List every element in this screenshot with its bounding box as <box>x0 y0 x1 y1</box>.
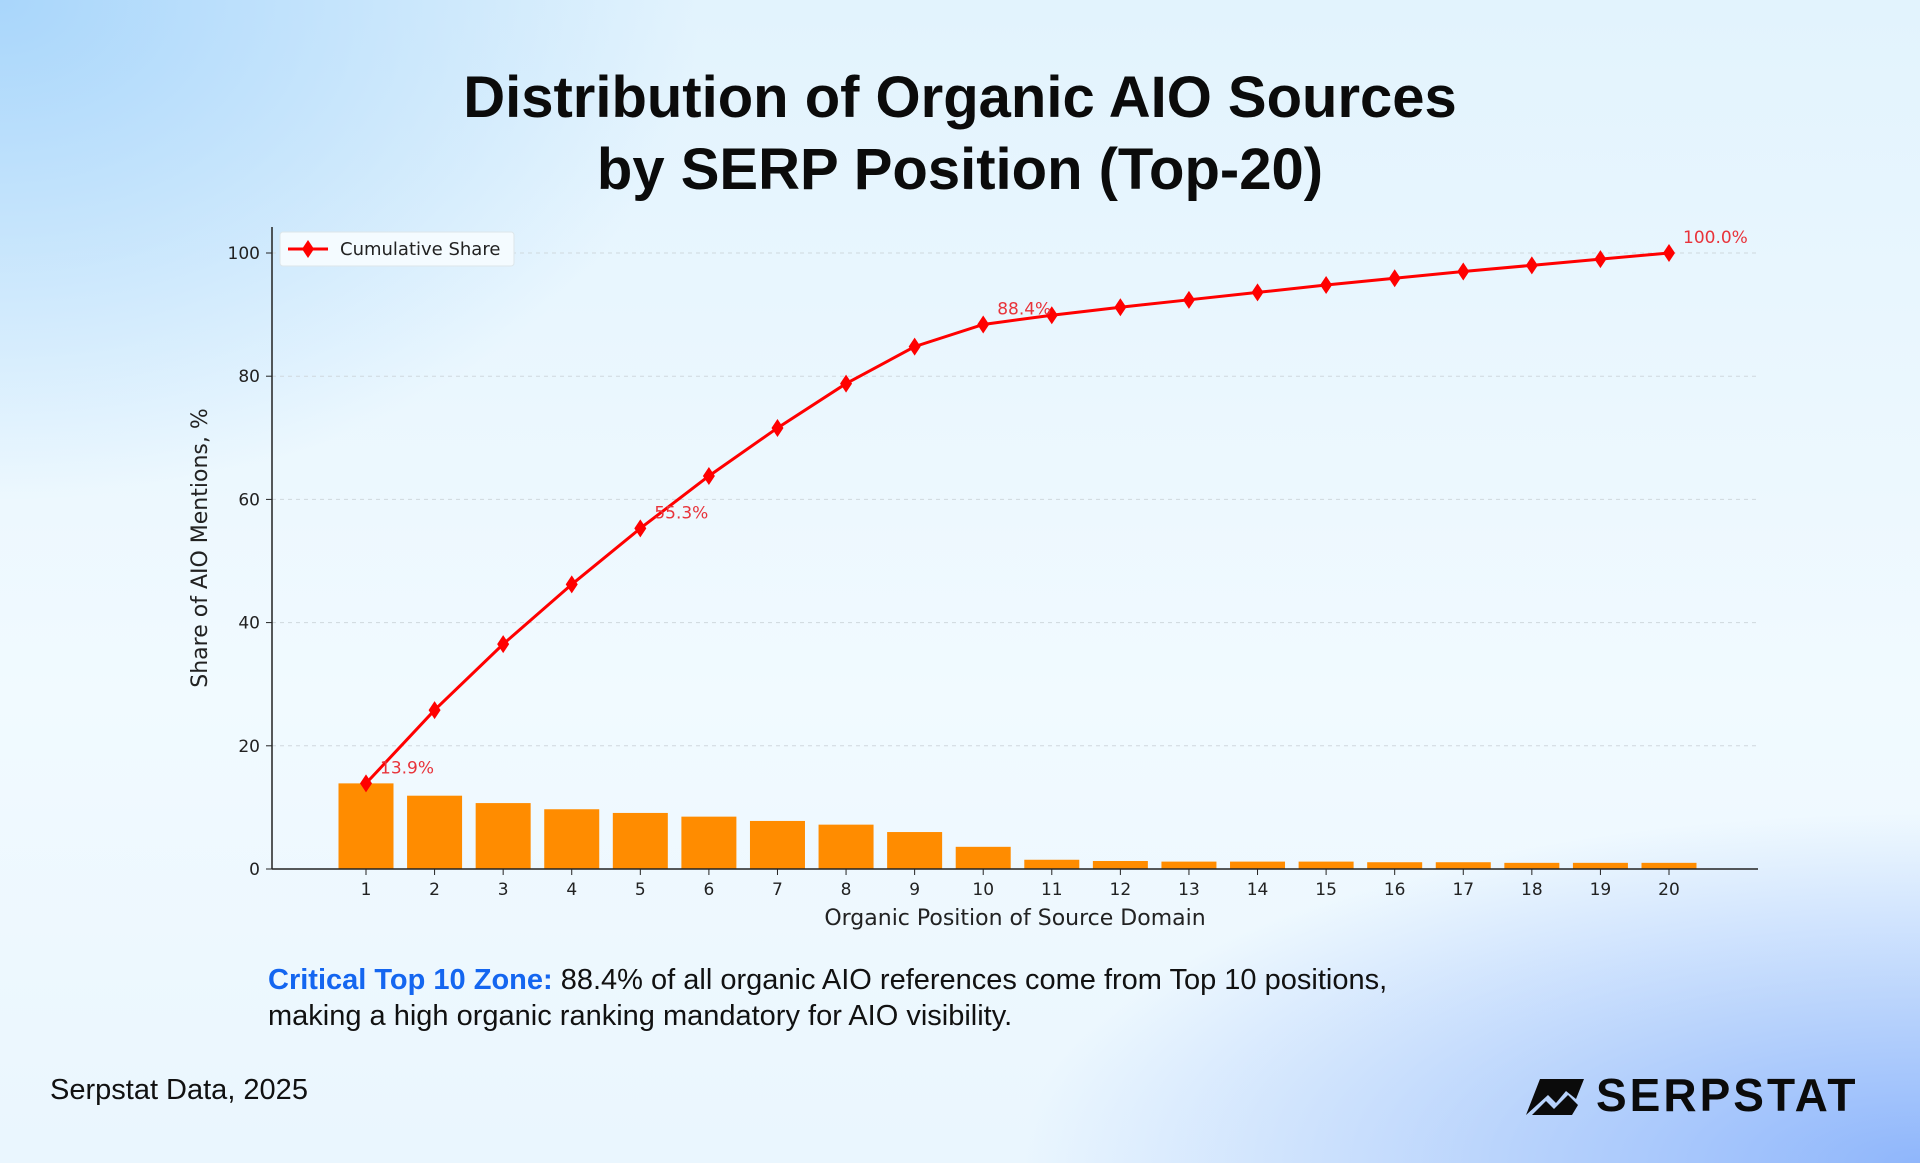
x-tick-label: 16 <box>1384 880 1406 900</box>
cumulative-marker <box>634 519 647 538</box>
x-tick-label: 14 <box>1247 880 1269 900</box>
source-label: Serpstat Data, 2025 <box>50 1074 308 1106</box>
cumulative-marker <box>1045 306 1058 325</box>
note-highlight: Critical Top 10 Zone: <box>268 964 553 996</box>
x-tick-label: 13 <box>1178 880 1200 900</box>
bar <box>407 795 463 869</box>
cumulative-marker <box>1388 269 1401 288</box>
bar <box>681 816 737 869</box>
bar <box>1024 859 1080 869</box>
x-tick-label: 19 <box>1590 880 1612 900</box>
cumulative-marker <box>1251 283 1264 302</box>
logo-icon <box>1526 1079 1584 1115</box>
legend-box <box>279 231 515 267</box>
cumulative-marker <box>428 701 441 720</box>
bar <box>544 809 600 869</box>
bar <box>1230 861 1286 869</box>
note-line-2: making a high organic ranking mandatory … <box>268 1000 1013 1032</box>
bar <box>887 832 943 869</box>
x-tick-label: 12 <box>1110 880 1132 900</box>
bar <box>1504 862 1560 869</box>
data-label: 13.9% <box>380 758 434 778</box>
cumulative-marker <box>1457 262 1470 281</box>
x-tick-label: 6 <box>703 880 714 900</box>
cumulative-marker <box>360 774 372 793</box>
y-tick-label: 0 <box>249 860 260 880</box>
cumulative-marker <box>1525 256 1538 275</box>
x-tick-label: 1 <box>361 880 372 900</box>
x-tick-label: 2 <box>429 880 440 900</box>
x-tick-label: 18 <box>1521 880 1543 900</box>
cumulative-marker <box>840 374 853 393</box>
cumulative-marker <box>497 635 510 654</box>
data-label: 100.0% <box>1683 228 1748 248</box>
x-tick-label: 15 <box>1315 880 1337 900</box>
cumulative-marker <box>1182 290 1195 309</box>
data-label: 88.4% <box>997 299 1051 319</box>
bar <box>1298 861 1354 869</box>
cumulative-marker <box>702 466 715 485</box>
bar <box>818 824 874 869</box>
bar <box>1161 861 1217 869</box>
y-axis-label: Share of AIO Mentions, % <box>188 408 213 687</box>
x-tick-label: 7 <box>772 880 783 900</box>
x-tick-label: 11 <box>1041 880 1063 900</box>
data-label: 55.3% <box>654 503 708 523</box>
legend-diamond-icon <box>302 240 314 258</box>
bar <box>1367 862 1423 869</box>
x-tick-label: 4 <box>566 880 577 900</box>
cumulative-marker <box>908 337 921 356</box>
x-tick-label: 10 <box>972 880 994 900</box>
x-tick-label: 8 <box>841 880 852 900</box>
x-tick-label: 17 <box>1452 880 1474 900</box>
y-tick-label: 20 <box>238 737 260 757</box>
logo-text: SERPSTAT <box>1596 1069 1859 1121</box>
x-tick-label: 5 <box>635 880 646 900</box>
bar <box>1435 862 1491 869</box>
x-tick-label: 20 <box>1658 880 1680 900</box>
x-tick-label: 9 <box>909 880 920 900</box>
bar <box>1572 862 1628 869</box>
y-tick-label: 40 <box>238 614 260 634</box>
cumulative-marker <box>565 575 578 594</box>
serpstat-logo: SERPSTAT <box>1526 1068 1859 1122</box>
cumulative-marker <box>1663 244 1675 262</box>
bar <box>1092 860 1148 869</box>
title-line-2: by SERP Position (Top-20) <box>596 137 1324 202</box>
insight-note: Critical Top 10 Zone: 88.4% of all organ… <box>268 962 1387 1034</box>
y-tick-label: 100 <box>228 244 260 264</box>
cumulative-marker <box>1320 276 1333 295</box>
note-line-1: 88.4% of all organic AIO references come… <box>552 964 1388 996</box>
y-tick-label: 60 <box>238 490 260 510</box>
bar <box>1641 862 1697 869</box>
y-tick-label: 80 <box>238 367 260 387</box>
cumulative-marker <box>771 418 784 437</box>
cumulative-marker <box>1594 250 1607 269</box>
bar <box>475 803 531 869</box>
cumulative-marker <box>1114 298 1127 317</box>
bar <box>749 820 805 869</box>
bar <box>338 783 394 869</box>
x-axis-label: Organic Position of Source Domain <box>824 906 1205 931</box>
title-line-1: Distribution of Organic AIO Sources <box>463 65 1457 130</box>
bar <box>955 846 1011 869</box>
chart-title: Distribution of Organic AIO Sources by S… <box>0 62 1920 206</box>
cumulative-line <box>364 251 1670 785</box>
cumulative-marker <box>977 315 990 334</box>
x-tick-label: 3 <box>498 880 509 900</box>
legend-label: Cumulative Share <box>340 239 500 260</box>
bar <box>612 812 668 869</box>
